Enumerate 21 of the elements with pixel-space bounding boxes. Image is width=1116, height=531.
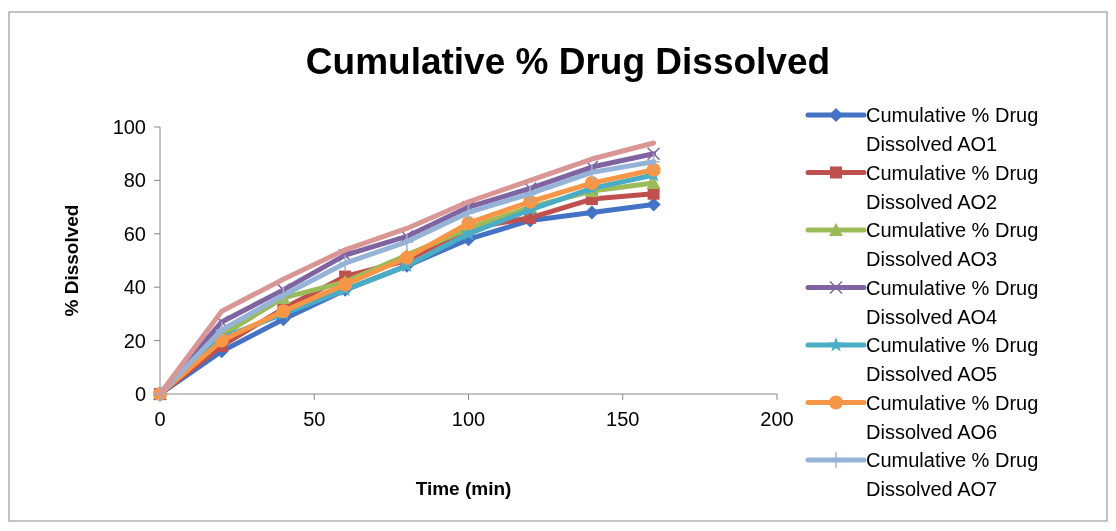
- chart-title: Cumulative % Drug Dissolved: [305, 41, 831, 82]
- y-tick-label: 0: [134, 383, 146, 405]
- x-tick-label: 0: [154, 408, 166, 430]
- x-tick-label: 200: [760, 408, 794, 430]
- y-axis-title: % Dissolved: [61, 204, 82, 317]
- y-tick-label: 100: [112, 116, 146, 138]
- y-tick-label: 80: [123, 169, 146, 192]
- x-tick-label: 150: [606, 408, 640, 430]
- legend-label: Cumulative % Drug Dissolved AO7: [866, 449, 1039, 500]
- y-tick-label: 40: [123, 276, 146, 299]
- legend-label: Cumulative % Drug Dissolved AO6: [866, 391, 1039, 443]
- legend-label: Cumulative % Drug Dissolved AO4: [866, 276, 1039, 328]
- legend-label: Cumulative % Drug Dissolved AO5: [866, 334, 1039, 385]
- y-tick-label: 20: [123, 329, 146, 352]
- legend-label: Cumulative % Drug Dissolved AO3: [866, 219, 1039, 270]
- legend-label: Cumulative % Drug Dissolved AO1: [866, 104, 1039, 155]
- y-tick-label: 60: [123, 222, 146, 245]
- legend-label: Cumulative % Drug Dissolved AO2: [866, 161, 1039, 213]
- x-tick-label: 50: [303, 408, 326, 430]
- x-tick-label: 100: [451, 408, 486, 430]
- x-axis-title: Time (min): [415, 478, 512, 499]
